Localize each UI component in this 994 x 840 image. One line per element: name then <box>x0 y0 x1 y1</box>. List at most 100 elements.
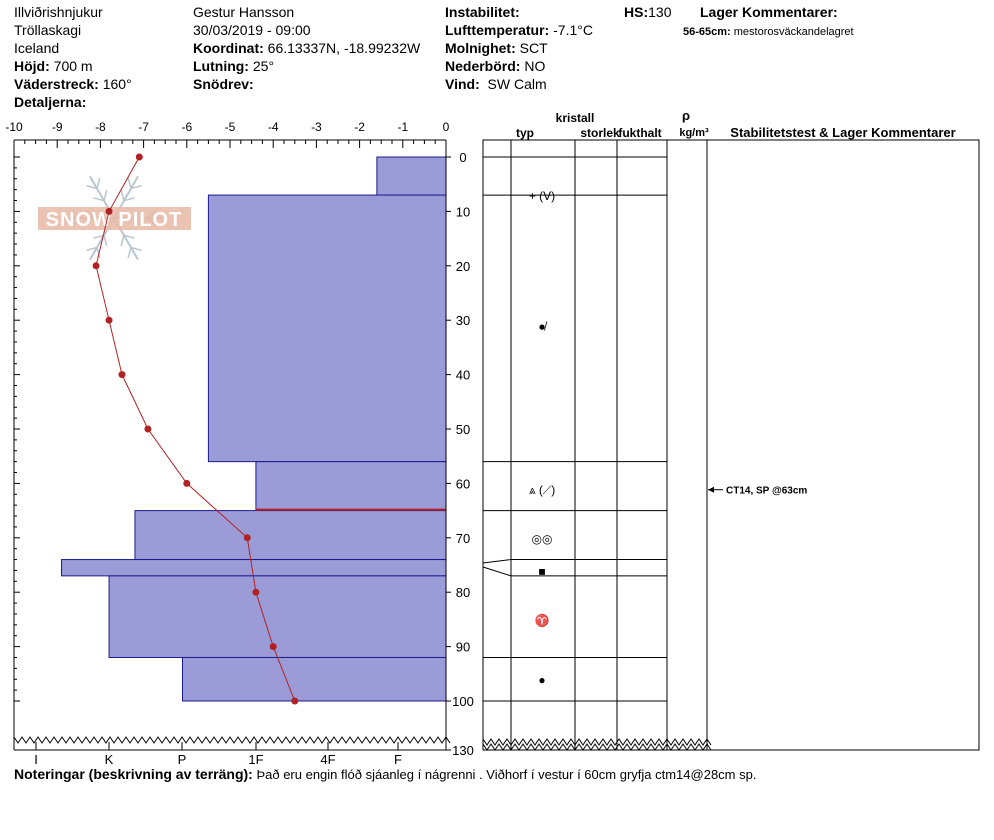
temperature-point <box>252 588 260 596</box>
elevation: Höjd: 700 m <box>14 58 93 74</box>
temp-tick-label: 0 <box>443 120 450 134</box>
table-frame <box>482 139 980 751</box>
temperature-point <box>135 153 143 161</box>
crystal-symbol: ♈ <box>535 613 550 627</box>
snowflake-branch <box>103 235 108 247</box>
hardness-layer <box>108 575 447 658</box>
temperature-point <box>269 643 277 651</box>
stability-arrow-head <box>708 486 714 493</box>
snowflake-branch <box>93 197 105 202</box>
layer-comment: 56-65cm: mestorosväckandelagret <box>683 26 854 38</box>
region: Tröllaskagi <box>14 22 82 38</box>
snowflake-branch <box>86 246 98 252</box>
temp-tick-label: -3 <box>311 120 322 134</box>
temp-tick-label: -10 <box>5 120 23 134</box>
temp-tick-label: -7 <box>138 120 149 134</box>
temperature-point <box>183 479 191 487</box>
chart-break-zigzag <box>13 736 451 744</box>
snowflake-branch <box>103 189 108 201</box>
snowflake-branch <box>130 184 142 190</box>
snowflake-branch <box>93 234 105 239</box>
datetime: 30/03/2019 - 09:00 <box>193 22 311 38</box>
header-stability: Stabilitetstest & Lager Kommentarer <box>730 125 955 140</box>
hardness-label: 4F <box>320 752 335 767</box>
header-rho: ρ <box>682 108 690 123</box>
temp-tick-label: -2 <box>354 120 365 134</box>
temp-tick-label: -9 <box>52 120 63 134</box>
header-fukthalt: fukthalt <box>618 126 661 140</box>
temp-tick-label: -8 <box>95 120 106 134</box>
instability: Instabilitet: <box>445 4 520 20</box>
depth-tick-label: 130 <box>452 743 474 758</box>
coordinates: Koordinat: 66.13337N, -18.99232W <box>193 40 421 56</box>
stability-test-label: CT14, SP @63cm <box>726 486 807 497</box>
snowpilot-logo: SNOW PILOT <box>38 175 191 261</box>
temperature-point <box>144 425 152 433</box>
precipitation: Nederbörd: NO <box>445 58 546 74</box>
depth-tick-label: 10 <box>456 204 470 219</box>
country: Iceland <box>14 40 60 56</box>
temperature-point <box>105 316 113 324</box>
temperature-point <box>291 697 299 705</box>
air-temp: Lufttemperatur: -7.1°C <box>445 22 593 38</box>
temp-tick-label: -6 <box>181 120 192 134</box>
hardness-label: I <box>34 752 38 767</box>
header-kristall: kristall <box>556 111 595 125</box>
crystal-symbol: + (V) <box>529 189 555 203</box>
notes: Noteringar (beskrivning av terräng): Það… <box>14 766 756 782</box>
depth-tick-label: 70 <box>456 531 470 546</box>
temperature-point <box>92 262 100 270</box>
depth-tick-label: 0 <box>459 150 466 165</box>
snowflake-branch <box>96 177 101 189</box>
hardness-label: 1F <box>248 752 263 767</box>
hardness-layer <box>207 194 447 463</box>
thin-layer-connector <box>482 559 512 564</box>
snowflake-branch <box>127 177 132 189</box>
snowflake-branch <box>130 246 142 252</box>
header-right: Instabilitet: Lufttemperatur: -7.1°C Mol… <box>445 3 593 93</box>
header-rho-unit: kg/m³ <box>679 127 709 139</box>
depth-tick-label: 90 <box>456 640 470 655</box>
temp-tick-label: -4 <box>268 120 279 134</box>
depth-break-zigzag <box>482 738 712 746</box>
cloud-cover: Molnighet: SCT <box>445 40 548 56</box>
temp-tick-label: -1 <box>397 120 408 134</box>
crystal-symbol: ◎◎ <box>532 532 553 546</box>
depth-tick-label: 60 <box>456 476 470 491</box>
header-storlek: storlek <box>580 126 620 140</box>
logo-text: SNOW PILOT <box>46 209 183 231</box>
hardness-layer <box>255 461 447 512</box>
layer-comments-title: Lager Kommentarer: <box>700 4 838 20</box>
header-typ: typ <box>516 126 534 140</box>
hardness-layer <box>376 156 447 196</box>
notes-text: Það eru engin flóð sjáanleg í nágrenni .… <box>256 767 757 782</box>
crystal-symbol: ●̸ <box>538 320 547 334</box>
depth-tick-label: 50 <box>456 422 470 437</box>
crystal-symbol: ■ <box>538 564 545 578</box>
header-middle: Gestur Hansson 30/03/2019 - 09:00 Koordi… <box>193 3 420 93</box>
temperature-point <box>105 207 113 215</box>
depth-tick-label: 30 <box>456 313 470 328</box>
depth-tick-label: 40 <box>456 368 470 383</box>
location: Illviðrishnjukur <box>14 4 103 20</box>
snow-height: HS:130 <box>624 4 672 20</box>
hardness-layer <box>61 559 447 577</box>
observer: Gestur Hansson <box>193 4 295 20</box>
depth-tick-label: 100 <box>452 694 474 709</box>
snow-drift: Snödrev: <box>193 76 254 92</box>
depth-break-zigzag <box>482 743 712 751</box>
header-left: Illviðrishnjukur Tröllaskagi Iceland Höj… <box>14 3 132 111</box>
snowflake-branch <box>123 234 135 239</box>
hardness-label: K <box>105 752 114 767</box>
thin-layer-connector <box>482 566 512 577</box>
depth-tick-label: 80 <box>456 585 470 600</box>
snowflake-branch <box>86 184 98 190</box>
aspect: Väderstreck: 160° <box>14 76 132 92</box>
notes-label: Noteringar (beskrivning av terräng): <box>14 766 253 782</box>
hardness-label: P <box>178 752 187 767</box>
snowflake-branch <box>96 247 101 259</box>
snowflake-branch <box>120 235 125 247</box>
snowflake-branch <box>123 197 135 202</box>
depth-tick-label: 20 <box>456 259 470 274</box>
